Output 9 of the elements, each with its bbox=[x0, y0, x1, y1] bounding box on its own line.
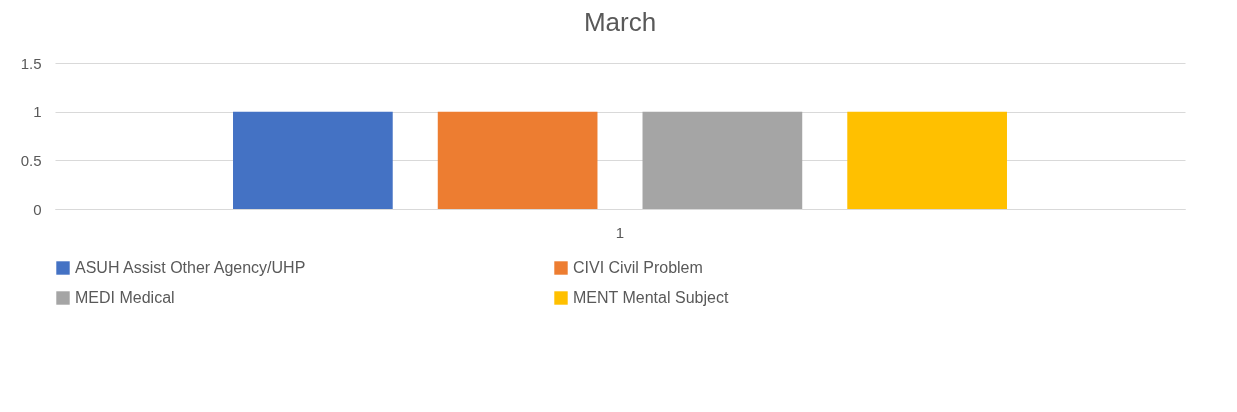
legend-label: MEDI Medical bbox=[75, 289, 175, 306]
y-tick-label: 1 bbox=[33, 103, 42, 121]
legend-label: ASUH Assist Other Agency/UHP bbox=[75, 259, 306, 276]
y-tick-label: 1.5 bbox=[20, 54, 42, 72]
y-tick-label: 0 bbox=[33, 200, 42, 218]
legend-label: CIVI Civil Problem bbox=[573, 259, 703, 276]
chart-title: March bbox=[583, 7, 657, 37]
legend-label: MENT Mental Subject bbox=[573, 289, 729, 306]
y-tick-label: 0.5 bbox=[20, 151, 42, 169]
